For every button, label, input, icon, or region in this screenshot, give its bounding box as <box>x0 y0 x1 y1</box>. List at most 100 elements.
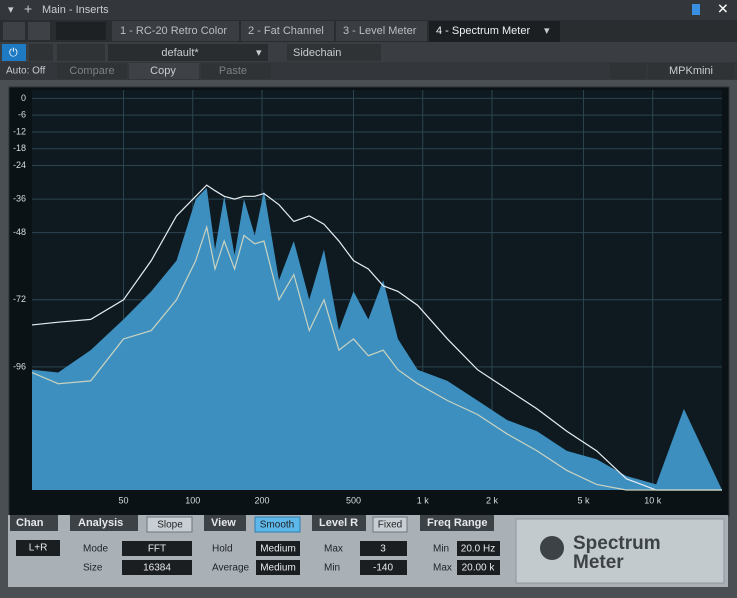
freq-max-value[interactable]: 20.00 k <box>462 563 496 574</box>
power-button[interactable] <box>2 44 26 61</box>
level-max-field[interactable] <box>360 541 407 556</box>
compare-label[interactable]: Compare <box>69 65 114 77</box>
x-tick-label: 50 <box>119 495 129 505</box>
section-header <box>312 515 366 531</box>
preset-name[interactable]: default* <box>161 47 199 59</box>
spectrum-line <box>31 224 722 491</box>
mode-value[interactable]: FFT <box>148 544 166 555</box>
section-header <box>420 515 494 531</box>
chan-value[interactable]: L+R <box>29 543 48 554</box>
field-label: Mode <box>83 544 108 555</box>
plot-layer: 0 -6 -12 -18 -24 -36 -48 -72 -96 50 100 200 500 1 k 2 … <box>13 90 722 505</box>
field-label: Min <box>324 563 340 574</box>
spectrum-line <box>31 184 722 491</box>
sidechain-label[interactable]: Sidechain <box>293 47 341 59</box>
add-button[interactable]: + <box>24 1 32 17</box>
size-value[interactable]: 16384 <box>143 563 171 574</box>
section-header <box>70 515 138 531</box>
average-field[interactable] <box>256 560 300 575</box>
level-min-value[interactable]: -140 <box>373 563 393 574</box>
icon-button[interactable] <box>28 22 50 40</box>
field-label: Hold <box>212 544 233 555</box>
y-tick-label: -48 <box>13 227 26 237</box>
freq-min-field[interactable] <box>457 541 500 556</box>
power-icon[interactable]: ⏻ <box>9 47 18 59</box>
tab-label[interactable]: 3 - Level Meter <box>343 25 417 37</box>
x-tick-label: 1 k <box>417 495 430 505</box>
section-title: Analysis <box>78 517 123 529</box>
y-tick-label: 0 <box>21 93 26 103</box>
device-label[interactable]: MPKmini <box>669 65 713 77</box>
size-field[interactable] <box>122 560 192 575</box>
pin-icon[interactable] <box>692 4 700 15</box>
compare-button[interactable] <box>57 63 127 79</box>
x-tick-label: 5 k <box>578 495 591 505</box>
logo-text: Meter <box>573 552 624 573</box>
close-button[interactable]: ✕ <box>717 1 729 17</box>
tab-label[interactable]: 1 - RC-20 Retro Color <box>120 25 227 37</box>
paste-button[interactable] <box>201 63 271 79</box>
device-button[interactable] <box>648 63 734 79</box>
x-tick-label: 10 k <box>644 495 662 505</box>
field-label: Min <box>433 544 449 555</box>
logo-text: Spectrum <box>573 533 661 554</box>
fixed-label[interactable]: Fixed <box>378 520 402 531</box>
y-tick-label: -96 <box>13 361 26 371</box>
bypass-button[interactable] <box>29 44 53 61</box>
sidechain-button[interactable] <box>287 44 381 61</box>
y-tick-label: -24 <box>13 160 26 170</box>
tab[interactable] <box>336 21 427 41</box>
level-min-field[interactable] <box>360 560 407 575</box>
copy-button[interactable] <box>129 63 199 79</box>
file-nav[interactable] <box>57 44 105 61</box>
x-tick-label: 2 k <box>486 495 499 505</box>
field-label: Average <box>212 563 250 574</box>
hold-field[interactable] <box>256 541 300 556</box>
slope-label[interactable]: Slope <box>157 520 183 531</box>
field-label: Size <box>83 563 103 574</box>
paste-label[interactable]: Paste <box>219 65 247 77</box>
x-tick-label: 100 <box>185 495 200 505</box>
freq-max-field[interactable] <box>457 560 500 575</box>
tab[interactable] <box>112 21 239 41</box>
settings-button[interactable] <box>610 63 646 79</box>
section-title: Chan <box>16 517 44 529</box>
icon-button[interactable] <box>3 22 25 40</box>
menu-arrow[interactable]: ▾ <box>8 4 14 16</box>
tab-active[interactable] <box>429 21 560 42</box>
chan-button[interactable] <box>16 540 60 556</box>
title-bar <box>0 0 737 20</box>
copy-label[interactable]: Copy <box>150 65 176 77</box>
y-tick-label: -18 <box>13 143 26 153</box>
icon-button[interactable] <box>56 22 106 40</box>
y-tick-label: -36 <box>13 193 26 203</box>
section-header <box>10 515 58 531</box>
logo-icon <box>540 536 564 560</box>
y-tick-label: -72 <box>13 294 26 304</box>
dropdown-arrow[interactable]: ▾ <box>256 47 262 59</box>
field-label: Max <box>324 544 343 555</box>
tab-menu[interactable]: ▾ <box>544 25 550 37</box>
mode-field[interactable] <box>122 541 192 556</box>
freq-min-value[interactable]: 20.0 Hz <box>461 544 495 555</box>
y-tick-label: -6 <box>18 110 26 120</box>
hold-value[interactable]: Medium <box>260 544 296 555</box>
preset-dropdown[interactable] <box>108 44 268 61</box>
tab-label[interactable]: 2 - Fat Channel <box>248 25 324 37</box>
smooth-label[interactable]: Smooth <box>260 520 294 531</box>
smooth-button[interactable] <box>254 516 301 533</box>
x-tick-label: 500 <box>346 495 361 505</box>
y-tick-label: -12 <box>13 126 26 136</box>
level-max-value[interactable]: 3 <box>380 544 386 555</box>
slope-button[interactable] <box>146 516 193 533</box>
x-tick-label: 200 <box>254 495 269 505</box>
auto-label[interactable]: Auto: Off <box>6 66 46 77</box>
fixed-button[interactable] <box>372 516 408 533</box>
spectrum-area <box>32 187 722 490</box>
field-label: Max <box>433 563 452 574</box>
section-header <box>204 515 246 531</box>
average-value[interactable]: Medium <box>260 563 296 574</box>
tab[interactable] <box>241 21 334 41</box>
tab-label[interactable]: 4 - Spectrum Meter <box>436 25 530 37</box>
